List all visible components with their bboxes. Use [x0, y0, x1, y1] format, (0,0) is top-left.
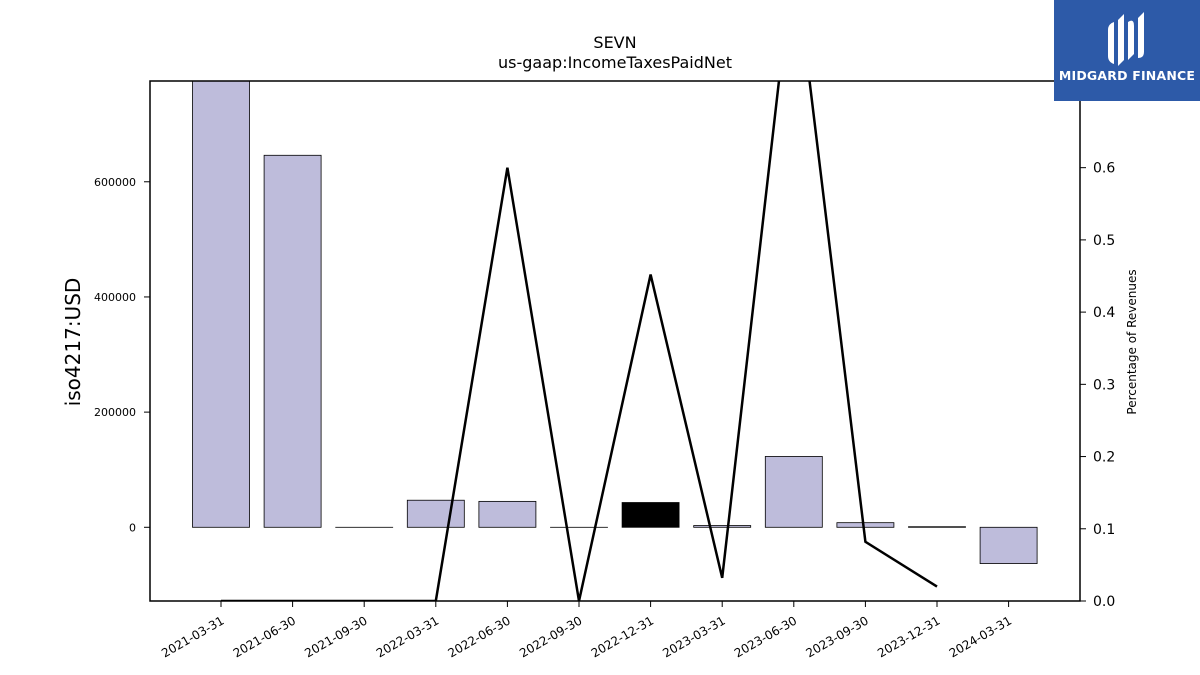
- y2-tick-label: 0.2: [1093, 450, 1115, 466]
- ratio-series: [221, 81, 938, 601]
- y2-tick-label: 0.1: [1093, 522, 1115, 538]
- y2-tick-label: 0.3: [1093, 377, 1115, 393]
- x-tick-label: 2021-03-31: [159, 613, 226, 660]
- chart-subtitle: us-gaap:IncomeTaxesPaidNet: [498, 53, 732, 72]
- bars: [192, 81, 1038, 564]
- bar-2023-03-31: [693, 525, 752, 528]
- y2-tick-label: 0.6: [1093, 161, 1115, 177]
- x-tick-label: 2023-09-30: [803, 613, 870, 660]
- chart-title: SEVN: [593, 33, 636, 52]
- y-axis-label: iso4217:USD: [61, 278, 85, 407]
- y2-tick-label: 0.4: [1093, 305, 1115, 321]
- bar-2022-06-30: [478, 500, 537, 528]
- y-tick-label: 600000: [94, 176, 136, 189]
- bar-2023-09-30: [836, 522, 895, 528]
- plot-frame: [149, 80, 1081, 602]
- bar-2023-12-31: [908, 526, 966, 528]
- x-tick-label: 2023-06-30: [732, 613, 799, 660]
- logo: MIDGARD FINANCE: [1054, 0, 1200, 101]
- y2-tick-label: 0.0: [1093, 594, 1115, 610]
- ratio-line: [221, 81, 938, 601]
- midgard-logo-icon: [1108, 12, 1144, 66]
- x-tick-label: 2022-03-31: [374, 613, 441, 660]
- y2-axis: 0.0 0.1 0.2 0.3 0.4 0.5 0.6: [1080, 161, 1115, 610]
- bar-2023-06-30: [764, 456, 823, 528]
- y2-tick-label: 0.5: [1093, 233, 1115, 249]
- x-tick-label: 2023-12-31: [875, 613, 942, 660]
- x-tick-label: 2022-09-30: [517, 613, 584, 660]
- y-tick-label: 200000: [94, 406, 136, 419]
- bar-2022-03-31: [406, 499, 465, 528]
- x-axis: 2021-03-31 2021-06-30 2021-09-30 2022-03-31…: [159, 601, 1014, 660]
- bar-2021-03-31: [192, 81, 250, 528]
- y-tick-label: 400000: [94, 291, 136, 304]
- logo-text: MIDGARD FINANCE: [1058, 68, 1196, 83]
- y-tick-label: 0: [129, 521, 136, 534]
- bar-2021-06-30: [263, 154, 322, 528]
- x-tick-label: 2021-06-30: [231, 613, 298, 660]
- x-tick-label: 2021-09-30: [302, 613, 369, 660]
- x-tick-label: 2022-06-30: [445, 613, 512, 660]
- y-axis: 0 200000 400000 600000: [94, 176, 150, 534]
- x-tick-label: 2022-12-31: [589, 613, 656, 660]
- bar-2022-12-31: [621, 502, 680, 528]
- bar-2024-03-31: [979, 526, 1038, 564]
- y2-axis-label: Percentage of Revenues: [1125, 269, 1139, 414]
- x-tick-label: 2024-03-31: [947, 613, 1014, 660]
- x-tick-label: 2023-03-31: [660, 613, 727, 660]
